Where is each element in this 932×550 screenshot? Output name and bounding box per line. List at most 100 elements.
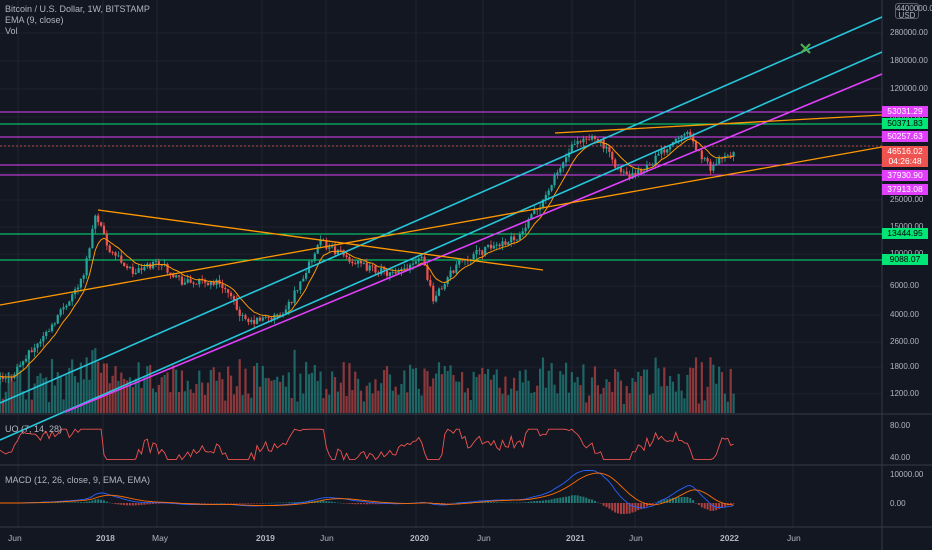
volume-bar [180, 370, 184, 413]
macd-histogram-bar [189, 503, 192, 504]
time-axis-label: Jun [787, 533, 801, 543]
macd-histogram-bar [663, 499, 666, 503]
candle-body [504, 241, 507, 245]
macd-legend[interactable]: MACD (12, 26, close, 9, EMA, EMA) [5, 475, 151, 485]
macd-signal-line [0, 472, 734, 507]
macd-histogram-bar [123, 503, 126, 506]
target-x-icon[interactable] [800, 43, 811, 54]
candle-body [720, 158, 724, 159]
volume-bar [697, 403, 701, 413]
time-axis-label: Jun [8, 533, 22, 543]
macd-histogram-bar [65, 502, 68, 503]
macd-histogram-bar [319, 500, 322, 503]
volume-bar [645, 369, 649, 413]
macd-histogram-bar [377, 503, 380, 505]
candle-body [331, 246, 334, 248]
volume-bar [183, 391, 186, 413]
volume-bar [608, 381, 611, 413]
macd-histogram-bar [455, 502, 458, 504]
macd-histogram-bar [305, 501, 308, 503]
price-axis-label: 6000.00 [890, 281, 919, 290]
volume-bar [718, 366, 721, 413]
volume-bar [331, 371, 334, 413]
volume-bar [250, 397, 253, 413]
horizontal-levels[interactable] [0, 111, 882, 261]
volume-legend[interactable]: Vol [5, 26, 18, 36]
volume-bar [732, 393, 735, 413]
macd-histogram-bar [137, 503, 140, 506]
macd-histogram-bar [68, 502, 71, 503]
currency-button[interactable]: 4400000.00 USD [895, 3, 932, 20]
macd-histogram-bar [469, 502, 472, 503]
volume-bar [293, 349, 296, 413]
macd-histogram-bar [640, 503, 643, 510]
volume-bar [232, 394, 236, 413]
trend-line [0, 51, 883, 441]
candle-body [634, 172, 637, 176]
price-axis-label: 120000.00 [890, 84, 928, 93]
candle-body [345, 255, 348, 258]
macd-histogram-bar [111, 503, 114, 504]
volume-bar [186, 380, 189, 413]
macd-histogram-bar [674, 497, 677, 503]
candle-body [339, 249, 342, 251]
volume-bar [553, 384, 556, 413]
candle-body [180, 276, 184, 285]
trend-drawings[interactable] [0, 16, 883, 441]
candle-body [648, 164, 651, 166]
symbol-title[interactable]: Bitcoin / U.S. Dollar, 1W, BITSTAMP [5, 4, 150, 14]
volume-bar [435, 373, 438, 413]
volume-bar [296, 401, 299, 413]
main-legend: Bitcoin / U.S. Dollar, 1W, BITSTAMP EMA … [5, 4, 150, 37]
volume-bar [406, 392, 409, 413]
macd-histogram-bar [513, 502, 516, 504]
candle-body [302, 278, 305, 282]
volume-bar [715, 383, 718, 413]
volume-bar [489, 379, 493, 413]
macd-histogram-bar [518, 502, 521, 504]
macd-histogram-bar [146, 503, 149, 505]
candle-body [414, 261, 417, 264]
volume-bar [27, 355, 30, 413]
ema-legend[interactable]: EMA (9, close) [5, 15, 64, 25]
volume-bar [440, 374, 443, 413]
candle-body [102, 225, 106, 234]
macd-histogram-bar [334, 502, 337, 503]
volume-bar [117, 380, 120, 413]
candle-body [85, 258, 88, 276]
candle-body [475, 250, 478, 255]
candle-body [1, 376, 4, 379]
volume-bar [247, 393, 250, 413]
volume-bar [536, 385, 539, 413]
macd-histogram-bar [195, 503, 198, 504]
candle-body [562, 162, 565, 169]
macd-histogram-bar [120, 503, 123, 505]
candle-body [22, 361, 25, 366]
volume-bar [631, 377, 634, 413]
volume-bar [640, 376, 643, 413]
volume-bar [564, 362, 568, 413]
volume-bar [576, 376, 579, 413]
macd-histogram-bar [374, 503, 377, 505]
volume-bar [354, 371, 357, 413]
macd-histogram-bar [287, 502, 290, 503]
uo-legend[interactable]: UO (7, 14, 28) [5, 424, 63, 434]
candle-body [481, 250, 484, 255]
volume-bar [417, 388, 420, 413]
volume-bar [206, 382, 210, 413]
volume-bar [383, 370, 386, 413]
trend-line [554, 114, 883, 134]
volume-bar [585, 402, 588, 413]
volume-bar [414, 367, 417, 413]
candle-body [154, 261, 158, 263]
volume-bar [4, 391, 7, 413]
macd-histogram-bar [258, 503, 261, 504]
volume-bar [637, 371, 640, 413]
time-axis-label: 2022 [720, 533, 739, 543]
candle-body [388, 272, 391, 276]
volume-bar [625, 385, 628, 413]
volume-bar [527, 380, 530, 413]
volume-bar [484, 374, 487, 413]
volume-bar [683, 398, 686, 413]
